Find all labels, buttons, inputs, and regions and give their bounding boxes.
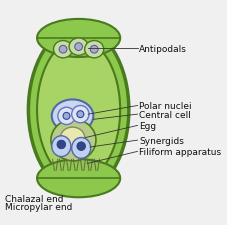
Circle shape bbox=[63, 113, 70, 120]
Text: Central cell: Central cell bbox=[139, 110, 190, 119]
Ellipse shape bbox=[52, 136, 71, 157]
Circle shape bbox=[90, 46, 98, 54]
Circle shape bbox=[58, 108, 75, 125]
Ellipse shape bbox=[28, 28, 128, 192]
Text: Antipodals: Antipodals bbox=[139, 45, 186, 54]
Ellipse shape bbox=[84, 41, 103, 58]
Text: Synergids: Synergids bbox=[139, 136, 183, 145]
Ellipse shape bbox=[71, 138, 90, 159]
Ellipse shape bbox=[69, 39, 88, 56]
Text: Chalazal end: Chalazal end bbox=[5, 194, 63, 203]
Ellipse shape bbox=[37, 160, 120, 197]
Ellipse shape bbox=[60, 128, 84, 148]
Circle shape bbox=[71, 106, 89, 123]
Ellipse shape bbox=[37, 40, 120, 181]
Ellipse shape bbox=[37, 20, 120, 58]
Ellipse shape bbox=[52, 100, 93, 133]
Circle shape bbox=[59, 46, 67, 54]
Circle shape bbox=[76, 111, 84, 118]
Circle shape bbox=[74, 43, 82, 51]
Circle shape bbox=[57, 140, 65, 149]
Ellipse shape bbox=[53, 41, 72, 58]
Circle shape bbox=[76, 142, 85, 151]
Text: Filiform apparatus: Filiform apparatus bbox=[139, 147, 220, 156]
Ellipse shape bbox=[51, 120, 96, 161]
Text: Polar nuclei: Polar nuclei bbox=[139, 101, 191, 110]
Text: Egg: Egg bbox=[139, 121, 156, 130]
Text: Micropylar end: Micropylar end bbox=[5, 202, 72, 211]
